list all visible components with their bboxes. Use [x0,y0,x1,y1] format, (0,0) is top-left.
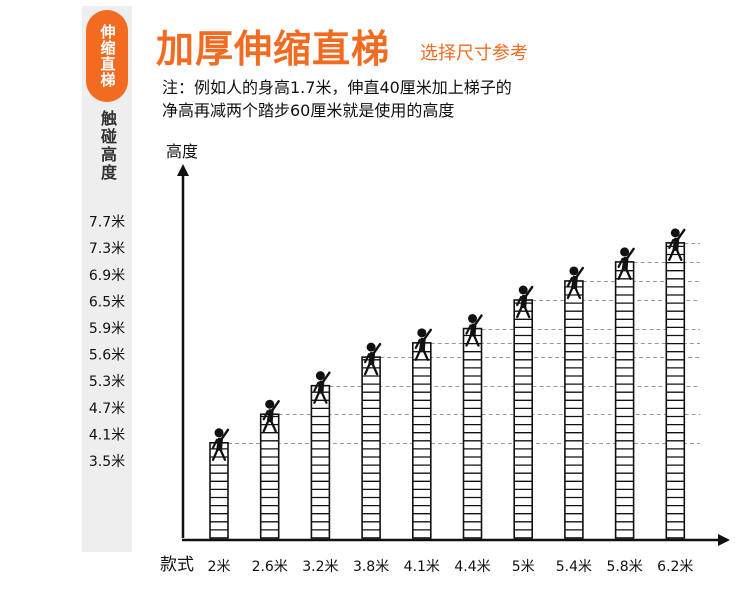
touch-height-label: 3.5米 [89,454,125,470]
y-axis-arrow [177,164,189,176]
touch-height-label: 6.9米 [89,268,125,284]
ladder-bar [259,413,280,539]
x-tick-label: 6.2米 [657,559,693,575]
touch-height-label: 7.3米 [89,241,125,257]
usage-note-line-2: 净高再减两个踏步60厘米就是使用的高度 [162,101,455,120]
touch-height-label: 6.5米 [89,294,125,310]
touch-height-label: 5.3米 [89,374,125,390]
usage-note-line-1: 注：例如人的身高1.7米，伸直40厘米加上梯子的 [162,78,512,97]
x-axis-arrow [718,534,730,546]
touch-height-label: 5.6米 [89,348,125,364]
x-tick-label: 4.1米 [404,559,440,575]
ladder-bar [361,356,381,539]
ladder-bar [564,280,584,539]
ladder-bar [462,327,483,539]
ladder-bar [310,384,331,539]
page-subtitle: 选择尺寸参考 [420,43,528,64]
category-badge: 伸缩直梯 [86,10,128,102]
ladder-bar [411,342,432,539]
touch-height-label: 触碰高度 [98,110,117,182]
usage-note: 注：例如人的身高1.7米，伸直40厘米加上梯子的 净高再减两个踏步60厘米就是使… [162,76,622,122]
touch-height-label: 4.1米 [89,427,125,443]
x-tick-label: 3.2米 [302,559,338,575]
x-tick-label: 5.8米 [606,559,642,575]
ladder-bar [209,441,229,539]
x-axis-title: 款式 [160,555,194,575]
badge-text: 伸缩直梯 [98,24,117,88]
x-tick-label: 3.8米 [353,559,389,575]
y-axis-title: 高度 [166,142,198,161]
x-tick-label: 5.4米 [556,559,592,575]
touch-height-label: 4.7米 [89,401,125,417]
ladder-bar [665,242,686,539]
ladder-bar [614,261,635,539]
x-tick-label: 4.4米 [454,559,490,575]
x-tick-label: 5米 [512,559,535,575]
ladder-bar [513,299,534,539]
page-title: 加厚伸缩直梯 [156,27,391,71]
touch-height-label: 7.7米 [89,215,125,231]
x-tick-label: 2.6米 [252,559,288,575]
x-tick-label: 2米 [208,559,231,575]
touch-height-label: 5.9米 [89,321,125,337]
side-panel: 伸缩直梯 触碰高度 [82,6,132,552]
